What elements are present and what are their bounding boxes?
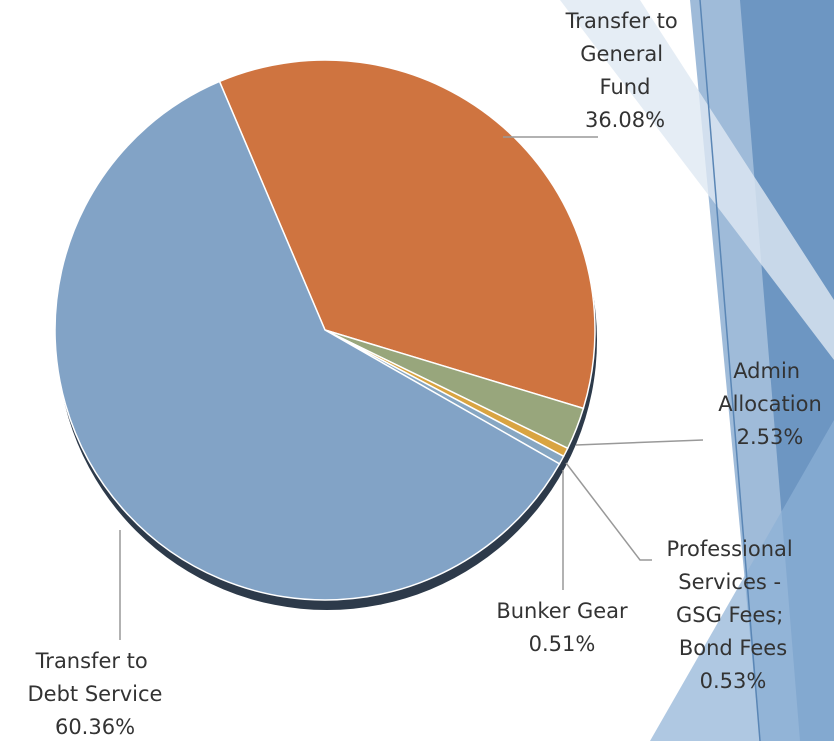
slice-value-label: 0.51% xyxy=(529,632,596,656)
pie-slice xyxy=(54,80,561,601)
slice-value-label: 60.36% xyxy=(55,715,135,739)
label-line: General xyxy=(580,42,669,66)
label-line: Admin xyxy=(733,359,807,383)
slice-value-label: 2.53% xyxy=(737,425,804,449)
pie-slice xyxy=(218,59,596,410)
label-line: GSG Fees; xyxy=(676,603,790,627)
label-line: Transfer to xyxy=(35,649,155,673)
label-line: Professional xyxy=(667,537,800,561)
background-shape xyxy=(560,0,834,360)
leader-line xyxy=(575,439,704,446)
leader-line xyxy=(565,462,652,561)
label-line: Allocation xyxy=(718,392,822,416)
background-shape xyxy=(650,420,834,741)
label-line: Transfer to xyxy=(565,9,685,33)
label-line: Bunker Gear xyxy=(496,599,628,623)
slice-value-label: 36.08% xyxy=(585,108,665,132)
slice-label: Transfer to General Fund xyxy=(565,9,685,99)
slice-label: Bunker Gear xyxy=(496,599,628,623)
slice-label: Transfer to Debt Service xyxy=(28,649,163,706)
background-line xyxy=(699,0,761,741)
label-line: Services - xyxy=(678,570,787,594)
label-line: Fund xyxy=(600,75,651,99)
slice-label: Admin Allocation xyxy=(718,359,822,416)
slice-value-label: 0.53% xyxy=(700,669,767,693)
slice-label: Professional Services - GSG Fees; Bond F… xyxy=(667,537,800,660)
label-line: Debt Service xyxy=(28,682,163,706)
label-line: Bond Fees xyxy=(679,636,787,660)
